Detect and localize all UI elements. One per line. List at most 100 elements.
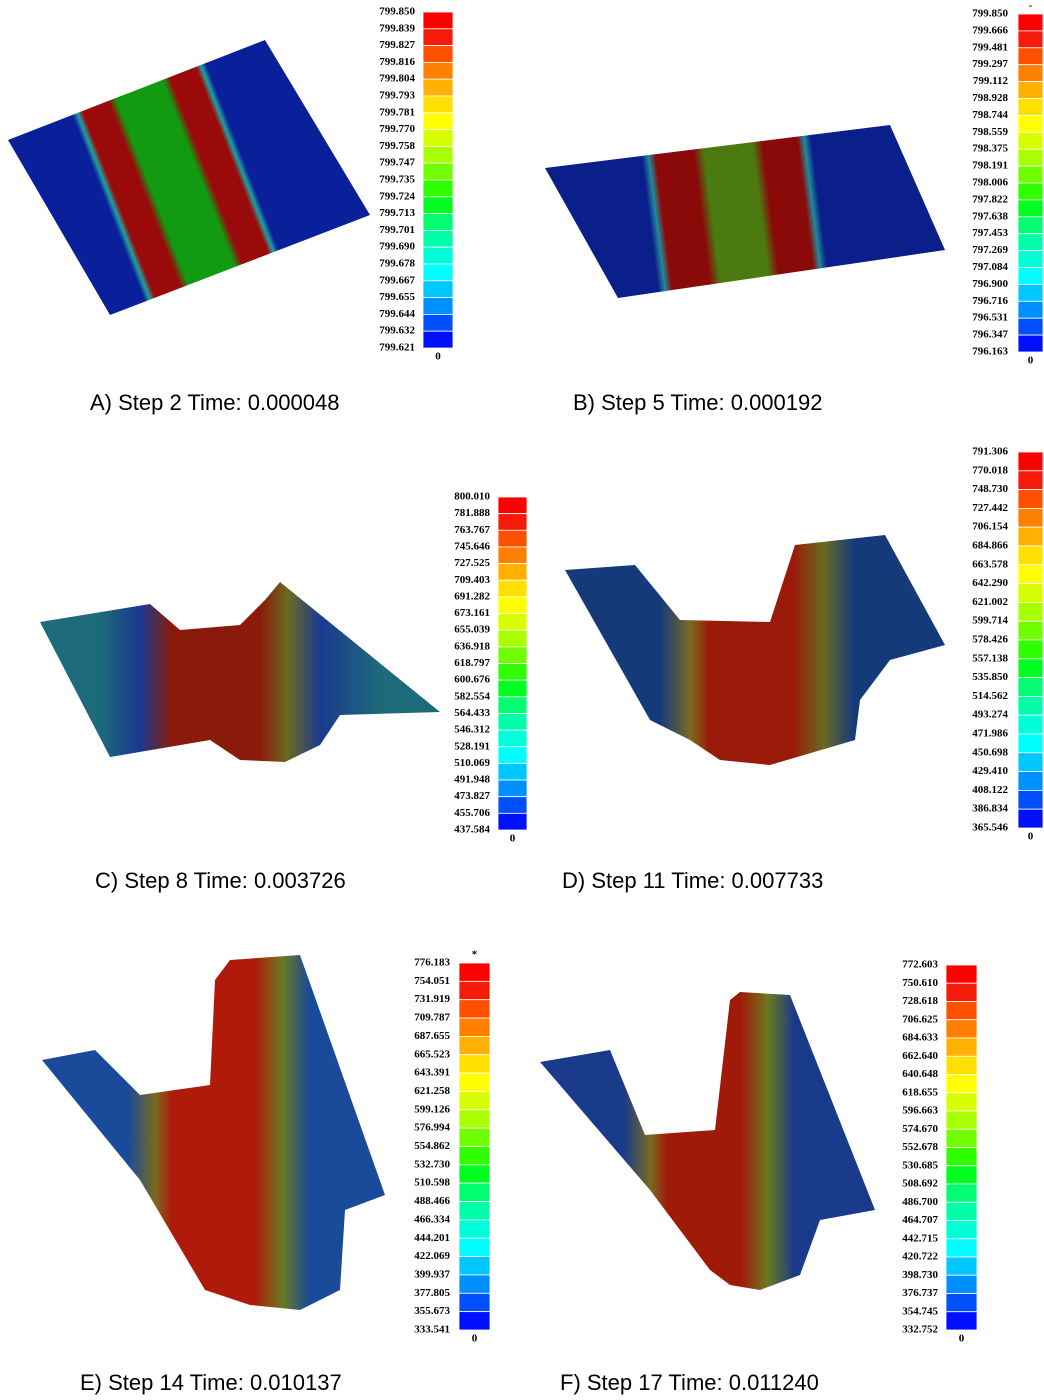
legend-band — [945, 964, 978, 984]
legend-label: 491.948 — [454, 774, 490, 786]
plate-shape — [545, 125, 945, 298]
legend-band — [1017, 233, 1044, 251]
legend-label: 745.646 — [454, 540, 490, 552]
legend-label: 754.051 — [414, 975, 450, 987]
legend-label: 797.084 — [972, 261, 1008, 273]
legend-band — [945, 1201, 978, 1221]
caption: B) Step 5 Time: 0.000192 — [573, 390, 823, 415]
legend-label: 333.541 — [414, 1324, 450, 1336]
legend-band — [945, 1183, 978, 1203]
legend-label: 466.334 — [414, 1213, 450, 1225]
legend-label: 799.632 — [379, 325, 415, 337]
legend-band — [497, 779, 528, 798]
legend-label: 799.713 — [379, 207, 415, 219]
legend-label: 781.888 — [454, 507, 490, 519]
legend-label: 508.692 — [902, 1178, 938, 1190]
legend-band — [458, 1274, 491, 1294]
legend-band — [1017, 602, 1044, 622]
legend-label: 618.797 — [454, 657, 490, 669]
legend-label: 640.648 — [902, 1068, 938, 1080]
legend-label: 600.676 — [454, 674, 490, 686]
legend-label: 464.707 — [902, 1214, 938, 1226]
legend-band — [497, 696, 528, 714]
legend-label: 332.752 — [902, 1324, 938, 1336]
legend-band — [1017, 47, 1044, 66]
legend-band — [1017, 489, 1044, 509]
channel-shape — [540, 992, 875, 1290]
legend-band — [458, 1109, 491, 1129]
legend-band — [1017, 752, 1044, 772]
legend-band — [458, 1127, 491, 1147]
legend-band — [422, 196, 454, 215]
legend-label: 799.770 — [379, 123, 415, 135]
legend-label: 800.010 — [454, 491, 490, 503]
legend-label: 546.312 — [454, 724, 490, 736]
legend-label: 684.633 — [902, 1032, 938, 1044]
legend-band — [497, 812, 528, 831]
legend-label: 618.655 — [902, 1086, 938, 1098]
legend-label: 429.410 — [972, 765, 1008, 777]
legend-band — [945, 1220, 978, 1240]
legend-label: 552.678 — [902, 1141, 938, 1153]
legend-label: 796.900 — [972, 278, 1008, 290]
legend-band — [1017, 507, 1044, 528]
legend-band — [1017, 334, 1044, 353]
legend-label: 442.715 — [902, 1232, 938, 1244]
legend-band — [497, 613, 528, 631]
legend-label: 796.716 — [972, 295, 1008, 307]
legend-band — [1017, 30, 1044, 49]
legend-band — [422, 45, 454, 63]
legend-band — [1017, 267, 1044, 285]
legend-band — [497, 729, 528, 748]
legend-label: 706.154 — [972, 521, 1008, 533]
legend-band — [497, 646, 528, 664]
legend-label: 636.918 — [454, 640, 490, 652]
caption: D) Step 11 Time: 0.007733 — [562, 868, 823, 893]
legend-band — [497, 713, 528, 731]
legend-band — [1017, 250, 1044, 268]
legend-band — [945, 1128, 978, 1148]
legend-band — [458, 1072, 491, 1092]
legend-band — [945, 1074, 978, 1094]
legend-foot: 0 — [1028, 355, 1034, 367]
legend-label: 709.787 — [414, 1012, 450, 1024]
legend-label: 557.138 — [972, 652, 1008, 664]
legend-band — [497, 546, 528, 565]
legend-band — [1017, 216, 1044, 235]
legend-band — [945, 1274, 978, 1294]
legend-band — [422, 213, 454, 231]
legend-label: 621.002 — [972, 596, 1008, 608]
legend-band — [1017, 658, 1044, 678]
legend-label: 799.827 — [379, 39, 415, 51]
legend-label: 799.481 — [972, 41, 1008, 53]
legend-band — [497, 496, 528, 515]
legend-label: 791.306 — [972, 446, 1008, 458]
legend-label: 796.347 — [972, 329, 1008, 341]
legend-band — [422, 62, 454, 80]
legend-band — [458, 1017, 491, 1037]
legend-band — [945, 1001, 978, 1021]
legend-label: 799.850 — [379, 6, 415, 18]
legend-band — [1017, 545, 1044, 566]
legend-label: 798.191 — [972, 160, 1008, 172]
legend-label: 691.282 — [454, 590, 490, 602]
legend-label: 578.426 — [972, 634, 1008, 646]
legend-label: 450.698 — [972, 746, 1008, 758]
legend-band — [422, 145, 454, 164]
legend-label: 799.621 — [379, 342, 415, 354]
caption: E) Step 14 Time: 0.010137 — [80, 1370, 342, 1395]
legend-band — [1017, 696, 1044, 716]
legend-band — [1017, 81, 1044, 99]
legend-label: 663.578 — [972, 558, 1008, 570]
legend-band — [458, 1256, 491, 1276]
legend-label: 564.433 — [454, 707, 490, 719]
legend-label: 488.466 — [414, 1195, 450, 1207]
legend-label: 799.297 — [972, 58, 1008, 70]
legend-label: 772.603 — [902, 959, 938, 971]
legend-band — [1017, 283, 1044, 302]
legend-band — [1017, 564, 1044, 584]
legend-label: 377.805 — [414, 1287, 450, 1299]
legend-band — [497, 763, 528, 781]
legend-band — [1017, 771, 1044, 791]
legend-label: 799.701 — [379, 224, 415, 236]
